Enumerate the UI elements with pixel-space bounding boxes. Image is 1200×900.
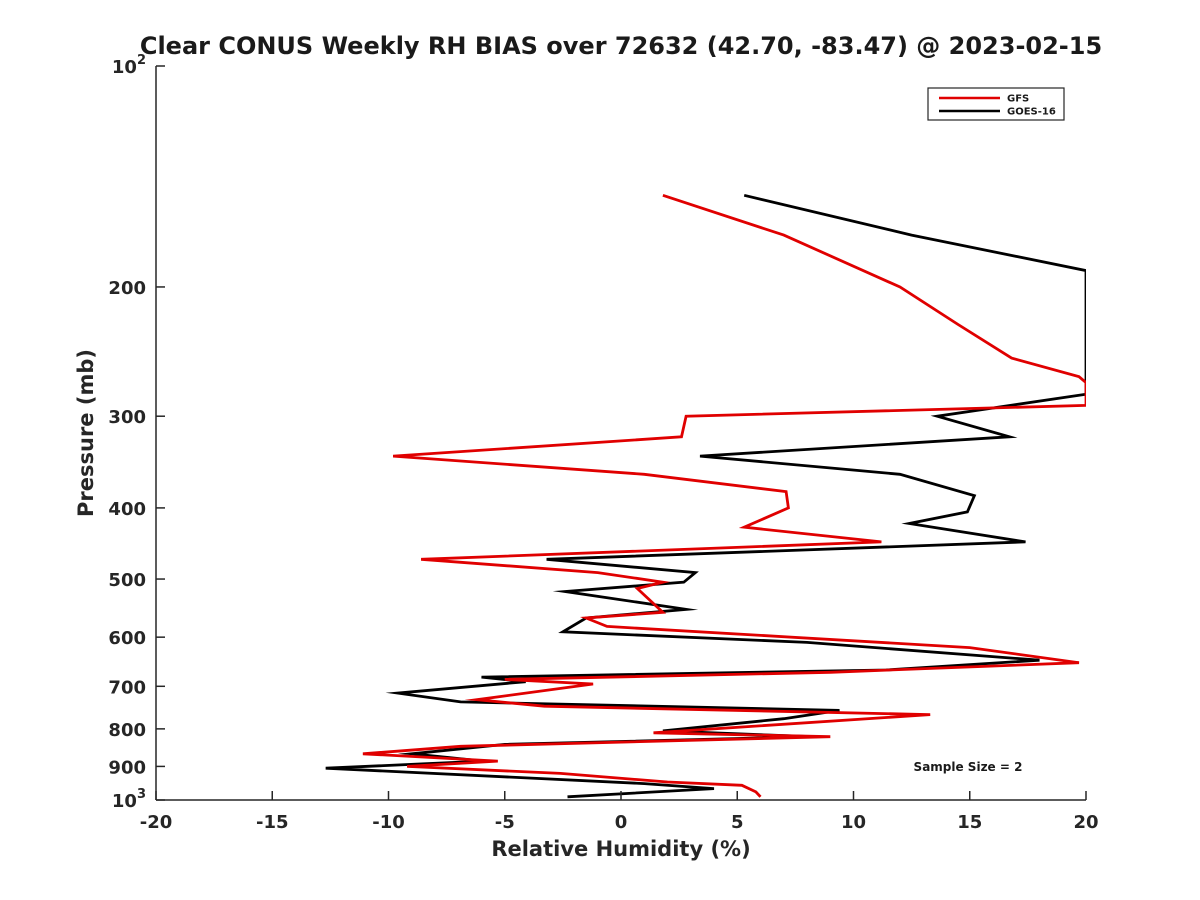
y-tick-label: 400	[108, 499, 146, 520]
y-tick-label: 600	[108, 628, 146, 649]
y-tick-label: 200	[108, 278, 146, 299]
x-tick-label: -15	[256, 812, 289, 833]
x-tick-label: 20	[1073, 812, 1098, 833]
legend: GFS GOES-16	[927, 87, 1065, 121]
y-tick-label: 700	[108, 677, 146, 698]
y-tick-label: 500	[108, 570, 146, 591]
x-tick-label: 0	[615, 812, 628, 833]
series-line-gfs	[362, 193, 1086, 798]
chart-title: Clear CONUS Weekly RH BIAS over 72632 (4…	[140, 32, 1102, 60]
legend-label-gfs: GFS	[1007, 94, 1029, 105]
x-axis-label: Relative Humidity (%)	[491, 837, 750, 861]
x-tick-label: 15	[957, 812, 982, 833]
x-tick-label: -20	[140, 812, 173, 833]
x-tick-label: -10	[372, 812, 405, 833]
legend-label-goes-16: GOES-16	[1007, 107, 1056, 118]
y-axis-label: Pressure (mb)	[74, 349, 98, 517]
x-tick-label: 10	[841, 812, 866, 833]
y-tick-label: 800	[108, 720, 146, 741]
y-tick-label: 103	[112, 787, 146, 812]
y-tick-label: 102	[112, 53, 146, 78]
ticks-layer: -20 -15 -10 -5 0 5 10 15 20 102 200 300 400 500 600 700…	[108, 53, 1098, 833]
x-tick-label: -5	[495, 812, 515, 833]
y-tick-label: 900	[108, 757, 146, 778]
sample-size-annotation: Sample Size = 2	[914, 760, 1023, 774]
y-tick-label: 300	[108, 407, 146, 428]
x-tick-label: 5	[731, 812, 744, 833]
series-layer	[325, 193, 1086, 799]
legend-box	[927, 87, 1065, 121]
